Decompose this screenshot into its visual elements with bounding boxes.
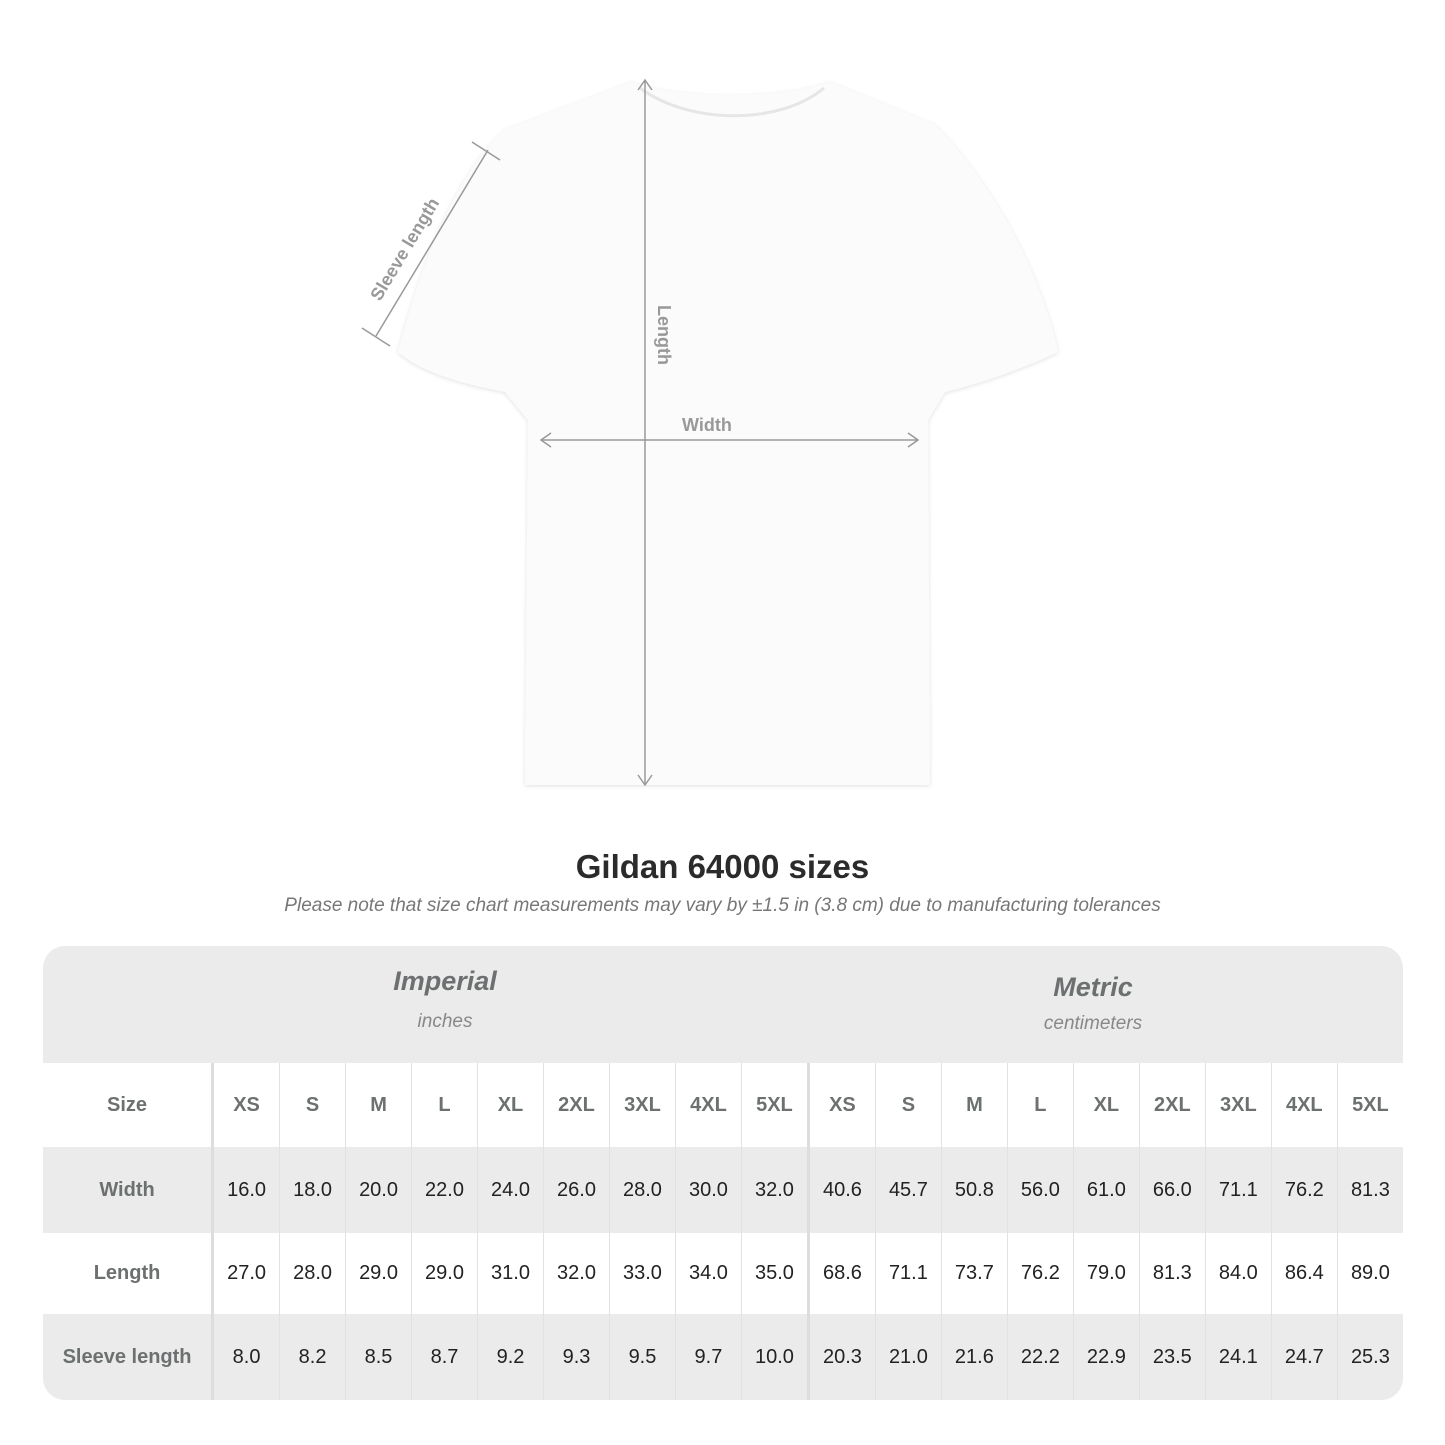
imperial-cell: 24.0 (477, 1147, 544, 1233)
size-header-cell: 4XL (1270, 1063, 1338, 1147)
imperial-cell: 28.0 (608, 1147, 676, 1233)
imperial-cell: 9.2 (477, 1314, 544, 1400)
sleeve-arrow (375, 149, 489, 337)
metric-header: Metric centimeters (808, 972, 1378, 1035)
size-header-cell: 2XL (1138, 1063, 1206, 1147)
metric-cell: 50.8 (940, 1147, 1008, 1233)
imperial-cell: 33.0 (608, 1233, 676, 1314)
metric-cell: 79.0 (1072, 1233, 1140, 1314)
metric-cell: 21.6 (940, 1314, 1008, 1400)
size-header-cell: 2XL (543, 1063, 610, 1147)
imperial-header: Imperial inches (215, 966, 675, 1033)
metric-cell: 24.7 (1270, 1314, 1338, 1400)
metric-cell: 76.2 (1006, 1233, 1074, 1314)
metric-cell: 45.7 (874, 1147, 942, 1233)
metric-unit: centimeters (1043, 1013, 1143, 1034)
table-row: Width 16.0 18.0 20.0 22.0 24.0 26.0 28.0 30.0 32.… (43, 1147, 1403, 1233)
page-title: Gildan 64000 sizes (575, 848, 870, 885)
size-header-label: Size (43, 1063, 215, 1147)
size-header-cell: XL (1072, 1063, 1140, 1147)
metric-cell: 76.2 (1270, 1147, 1338, 1233)
imperial-cell: 35.0 (740, 1233, 809, 1314)
imperial-cell: 30.0 (674, 1147, 742, 1233)
imperial-cell: 8.7 (411, 1314, 478, 1400)
row-label: Sleeve length (43, 1314, 215, 1400)
imperial-cell: 29.0 (345, 1233, 412, 1314)
length-label: Length (654, 305, 674, 365)
row-label: Length (43, 1233, 215, 1314)
imperial-cell: 34.0 (674, 1233, 742, 1314)
size-table-card: Imperial inches Metric centimeters Size X… (43, 946, 1403, 1400)
size-header-cell: S (874, 1063, 942, 1147)
size-header-cell: L (411, 1063, 478, 1147)
size-header-row: Size XS S M L XL 2XL 3XL 4XL 5XL XS S M L XL 2XL 3XL 4XL 5… (43, 1063, 1403, 1147)
imperial-cell: 10.0 (740, 1314, 809, 1400)
imperial-cell: 31.0 (477, 1233, 544, 1314)
metric-cell: 61.0 (1072, 1147, 1140, 1233)
size-header-cell: 4XL (674, 1063, 742, 1147)
size-header-cell: XS (212, 1063, 280, 1147)
size-header-cell: 5XL (740, 1063, 809, 1147)
imperial-cell: 18.0 (279, 1147, 346, 1233)
imperial-cell: 28.0 (279, 1233, 346, 1314)
imperial-cell: 9.5 (608, 1314, 676, 1400)
metric-cell: 40.6 (806, 1147, 876, 1233)
tshirt-collar (639, 86, 825, 118)
size-header-cell: XL (477, 1063, 544, 1147)
table-row: Sleeve length 8.0 8.2 8.5 8.7 9.2 9.3 9.5 9.7 10.… (43, 1314, 1403, 1400)
size-table: Size XS S M L XL 2XL 3XL 4XL 5XL XS S M L XL 2XL 3XL 4XL 5… (43, 1063, 1403, 1400)
metric-cell: 71.1 (1204, 1147, 1272, 1233)
size-header-cell: 3XL (608, 1063, 676, 1147)
metric-cell: 22.9 (1072, 1314, 1140, 1400)
metric-cell: 71.1 (874, 1233, 942, 1314)
imperial-unit: inches (417, 1011, 473, 1032)
metric-cell: 86.4 (1270, 1233, 1338, 1314)
size-header-cell: 5XL (1336, 1063, 1403, 1147)
metric-cell: 24.1 (1204, 1314, 1272, 1400)
metric-cell: 89.0 (1336, 1233, 1403, 1314)
imperial-cell: 9.3 (543, 1314, 610, 1400)
imperial-cell: 26.0 (543, 1147, 610, 1233)
metric-cell: 84.0 (1204, 1233, 1272, 1314)
imperial-cell: 8.0 (212, 1314, 280, 1400)
imperial-cell: 22.0 (411, 1147, 478, 1233)
metric-cell: 21.0 (874, 1314, 942, 1400)
imperial-cell: 32.0 (543, 1233, 610, 1314)
metric-cell: 81.3 (1138, 1233, 1206, 1314)
metric-title: Metric (1053, 972, 1133, 1002)
metric-cell: 73.7 (940, 1233, 1008, 1314)
metric-cell: 68.6 (806, 1233, 876, 1314)
size-header-cell: S (279, 1063, 346, 1147)
size-table-body: Size XS S M L XL 2XL 3XL 4XL 5XL XS S M L XL 2XL 3XL 4XL 5… (43, 1063, 1403, 1400)
imperial-cell: 20.0 (345, 1147, 412, 1233)
metric-cell: 20.3 (806, 1314, 876, 1400)
tolerance-note: Please note that size chart measurements… (284, 895, 1161, 916)
imperial-cell: 32.0 (740, 1147, 809, 1233)
tshirt-shape (398, 82, 1058, 785)
tshirt-diagram: Sleeve length Length Width (361, 78, 1058, 787)
metric-cell: 23.5 (1138, 1314, 1206, 1400)
size-header-cell: XS (806, 1063, 876, 1147)
imperial-cell: 9.7 (674, 1314, 742, 1400)
imperial-cell: 8.5 (345, 1314, 412, 1400)
imperial-title: Imperial (393, 966, 497, 996)
imperial-cell: 29.0 (411, 1233, 478, 1314)
size-header-cell: 3XL (1204, 1063, 1272, 1147)
imperial-cell: 8.2 (279, 1314, 346, 1400)
metric-cell: 66.0 (1138, 1147, 1206, 1233)
size-header-cell: L (1006, 1063, 1074, 1147)
size-header-cell: M (345, 1063, 412, 1147)
metric-cell: 56.0 (1006, 1147, 1074, 1233)
imperial-cell: 27.0 (212, 1233, 280, 1314)
row-label: Width (43, 1147, 215, 1233)
imperial-cell: 16.0 (212, 1147, 280, 1233)
metric-cell: 22.2 (1006, 1314, 1074, 1400)
size-header-cell: M (940, 1063, 1008, 1147)
metric-cell: 25.3 (1336, 1314, 1403, 1400)
metric-cell: 81.3 (1336, 1147, 1403, 1233)
width-label: Width (682, 415, 732, 435)
table-row: Length 27.0 28.0 29.0 29.0 31.0 32.0 33.0 34.0 35… (43, 1233, 1403, 1314)
